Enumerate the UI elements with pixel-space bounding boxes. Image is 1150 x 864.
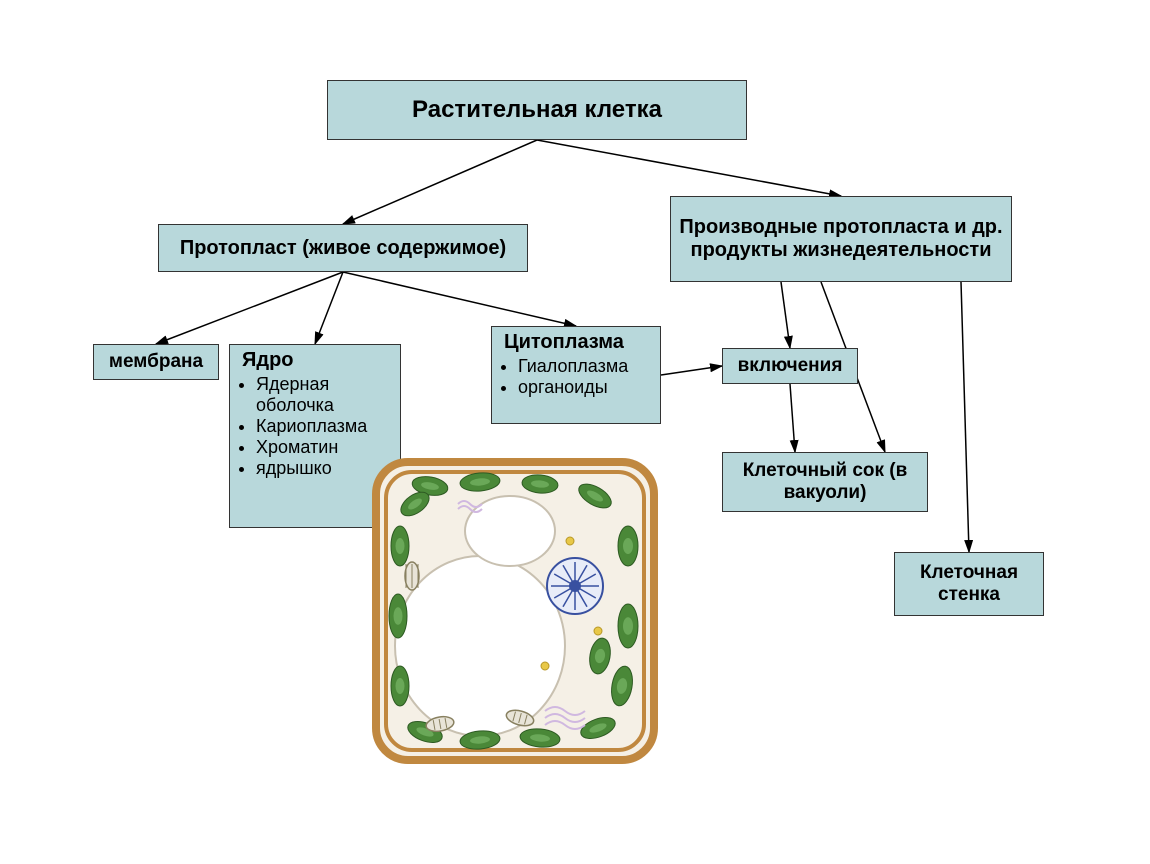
- node-label: включения: [731, 355, 849, 377]
- nucleus-items: Ядерная оболочкаКариоплазмаХроматинядрыш…: [238, 374, 392, 479]
- node-inclusions: включения: [722, 348, 858, 384]
- node-label: Растительная клетка: [336, 96, 738, 124]
- node-protoplast: Протопласт (живое содержимое): [158, 224, 528, 272]
- node-cytoplasm: Цитоплазма Гиалоплазмаорганоиды: [491, 326, 661, 424]
- node-plant-cell: Растительная клетка: [327, 80, 747, 140]
- node-label: Клеточная стенка: [903, 562, 1035, 606]
- node-label: Цитоплазма: [500, 331, 624, 354]
- node-derivatives: Производные протопласта и др. продукты ж…: [670, 196, 1012, 282]
- list-item: Гиалоплазма: [518, 356, 628, 377]
- node-cell-wall: Клеточная стенка: [894, 552, 1044, 616]
- plant-cell-illustration: [370, 456, 660, 766]
- node-label: мембрана: [102, 351, 210, 373]
- list-item: органоиды: [518, 377, 628, 398]
- list-item: Ядерная оболочка: [256, 374, 392, 416]
- node-label: Клеточный сок (в вакуоли): [731, 460, 919, 504]
- node-membrane: мембрана: [93, 344, 219, 380]
- node-label: Протопласт (живое содержимое): [167, 237, 519, 260]
- cytoplasm-items: Гиалоплазмаорганоиды: [500, 356, 628, 398]
- node-cell-sap: Клеточный сок (в вакуоли): [722, 452, 928, 512]
- list-item: Кариоплазма: [256, 416, 392, 437]
- node-label: Ядро: [238, 349, 294, 372]
- list-item: Хроматин: [256, 437, 392, 458]
- node-label: Производные протопласта и др. продукты ж…: [679, 216, 1003, 262]
